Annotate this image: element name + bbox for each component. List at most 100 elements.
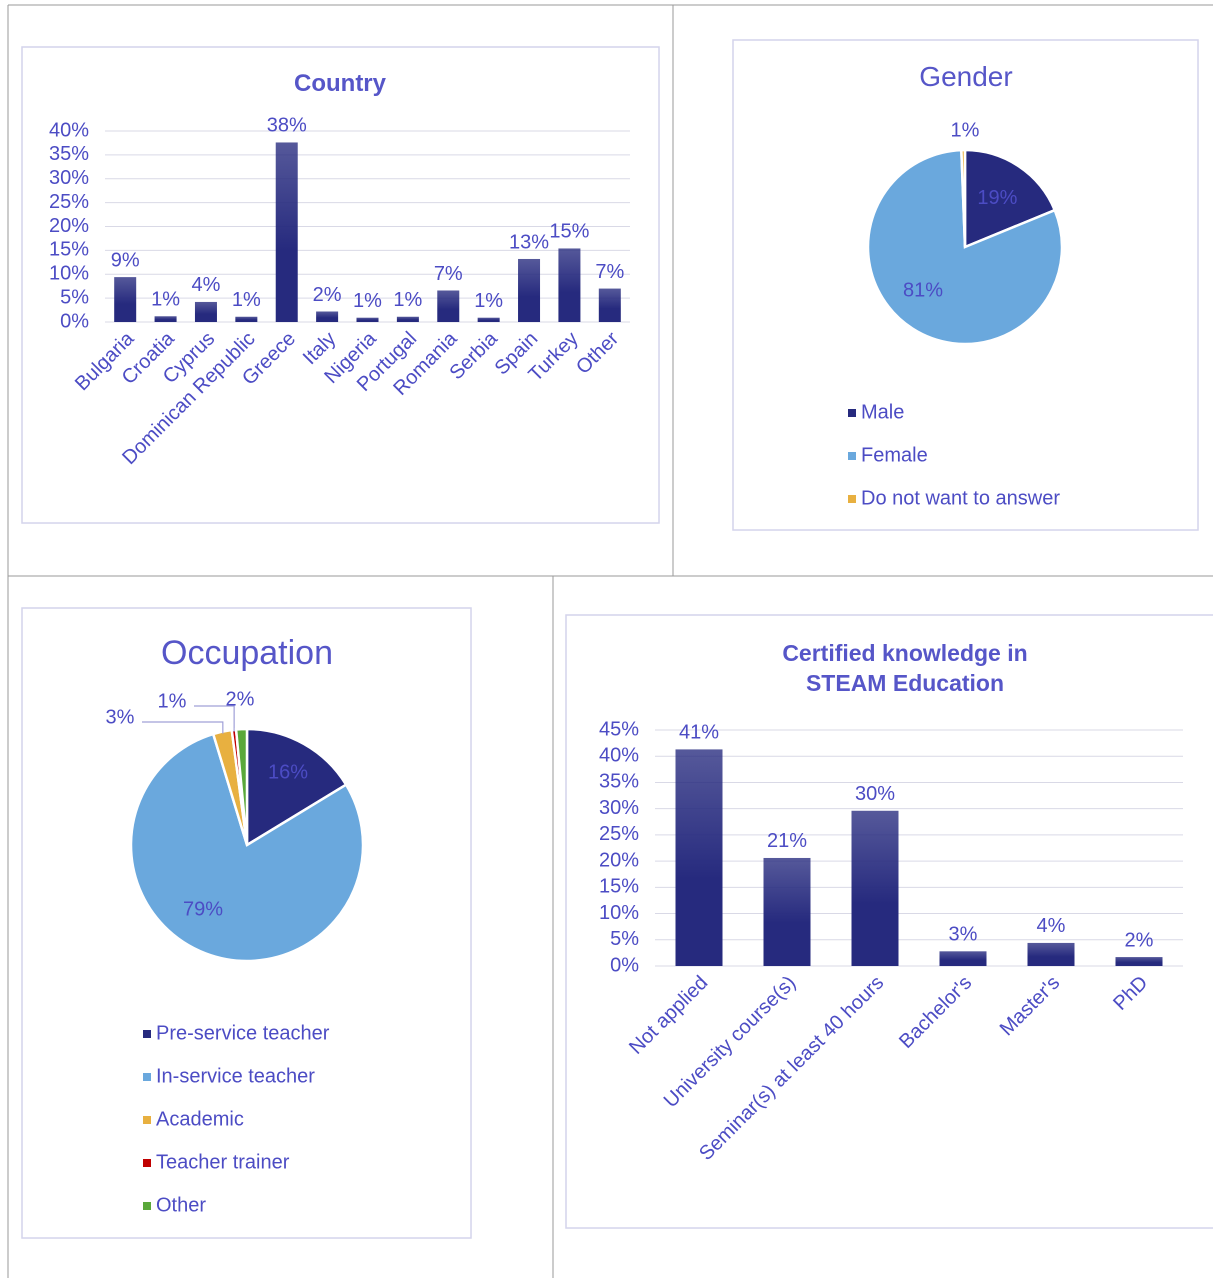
bar bbox=[275, 142, 298, 322]
y-tick-label: 5% bbox=[610, 928, 639, 950]
data-label: 19% bbox=[977, 187, 1017, 209]
data-label: 7% bbox=[434, 263, 463, 285]
y-tick-label: 10% bbox=[599, 902, 639, 924]
data-label: 1% bbox=[353, 290, 382, 312]
data-label: 4% bbox=[1037, 915, 1066, 937]
legend-swatch bbox=[143, 1159, 151, 1167]
chart-frames bbox=[21, 39, 1213, 1239]
legend-swatch bbox=[143, 1030, 151, 1038]
legend-label: In-service teacher bbox=[156, 1065, 315, 1087]
bar bbox=[356, 317, 379, 322]
pie-slice bbox=[129, 732, 365, 963]
y-tick-label: 15% bbox=[49, 239, 89, 261]
y-tick-label: 35% bbox=[49, 143, 89, 165]
pie-slice bbox=[866, 148, 1064, 346]
bar bbox=[558, 248, 581, 322]
data-label: 3% bbox=[949, 924, 978, 946]
y-tick-label: 20% bbox=[599, 849, 639, 871]
data-label: 1% bbox=[151, 289, 180, 311]
chart-title: Country bbox=[294, 70, 386, 97]
data-label: 38% bbox=[267, 115, 307, 137]
data-label: 1% bbox=[232, 289, 261, 311]
legend-label: Teacher trainer bbox=[156, 1151, 290, 1173]
legend-label: Do not want to answer bbox=[861, 487, 1060, 509]
legend-label: Other bbox=[156, 1194, 206, 1216]
data-label: 1% bbox=[158, 690, 187, 712]
y-tick-label: 40% bbox=[599, 745, 639, 767]
legend-swatch bbox=[143, 1202, 151, 1210]
y-tick-label: 15% bbox=[599, 876, 639, 898]
leader-line bbox=[194, 705, 235, 732]
bar bbox=[235, 316, 258, 322]
bar bbox=[1027, 942, 1075, 966]
bar bbox=[851, 810, 899, 966]
data-label: 1% bbox=[951, 119, 980, 141]
bar bbox=[114, 277, 137, 322]
bar bbox=[518, 258, 541, 322]
y-tick-label: 20% bbox=[49, 215, 89, 237]
pie-slice bbox=[234, 727, 249, 846]
data-label: 1% bbox=[474, 290, 503, 312]
legend-label: Pre-service teacher bbox=[156, 1022, 330, 1044]
y-tick-label: 5% bbox=[60, 286, 89, 308]
x-tick-label: Serbia bbox=[445, 327, 502, 384]
data-label: 7% bbox=[595, 261, 624, 283]
data-label: 13% bbox=[509, 231, 549, 253]
data-label: 4% bbox=[192, 274, 221, 296]
legend-swatch bbox=[143, 1073, 151, 1081]
data-label: 1% bbox=[393, 289, 422, 311]
y-tick-label: 0% bbox=[610, 954, 639, 976]
bar bbox=[154, 316, 177, 322]
data-label: 2% bbox=[313, 284, 342, 306]
bar bbox=[477, 317, 500, 322]
legend-label: Male bbox=[861, 401, 904, 423]
legend-swatch bbox=[143, 1116, 151, 1124]
bar bbox=[598, 288, 621, 322]
legend-swatch bbox=[848, 495, 856, 503]
y-tick-label: 30% bbox=[49, 167, 89, 189]
legend-swatch bbox=[848, 452, 856, 460]
pie-slice bbox=[960, 148, 967, 248]
legend-swatch bbox=[848, 409, 856, 417]
table-lines bbox=[7, 4, 1213, 1278]
chart-title: Certified knowledge in STEAM Education bbox=[782, 640, 1028, 696]
data-label: 15% bbox=[549, 221, 589, 243]
x-tick-label: PhD bbox=[1109, 972, 1152, 1015]
bar bbox=[1115, 957, 1163, 966]
data-label: 21% bbox=[767, 830, 807, 852]
data-label: 30% bbox=[855, 783, 895, 805]
pie-slice bbox=[245, 727, 348, 848]
y-tick-label: 10% bbox=[49, 263, 89, 285]
chart-title: Occupation bbox=[161, 634, 333, 672]
y-tick-label: 25% bbox=[49, 191, 89, 213]
legend-label: Academic bbox=[156, 1108, 244, 1130]
data-label: 79% bbox=[183, 898, 223, 920]
bar bbox=[316, 311, 339, 322]
x-tick-label: Other bbox=[572, 327, 623, 378]
y-tick-label: 30% bbox=[599, 797, 639, 819]
data-label: 9% bbox=[111, 249, 140, 271]
bar bbox=[396, 316, 419, 322]
legend-label: Female bbox=[861, 444, 928, 466]
data-label: 2% bbox=[1125, 929, 1154, 951]
data-label: 16% bbox=[268, 761, 308, 783]
data-label: 2% bbox=[226, 688, 255, 710]
x-tick-label: Seminar(s) at least 40 hours bbox=[695, 972, 888, 1165]
y-tick-label: 25% bbox=[599, 823, 639, 845]
pie-slice bbox=[963, 148, 1057, 249]
y-tick-label: 0% bbox=[60, 310, 89, 332]
x-tick-label: Master's bbox=[996, 972, 1065, 1041]
data-label: 41% bbox=[679, 722, 719, 744]
y-tick-label: 45% bbox=[599, 718, 639, 740]
data-label: 81% bbox=[903, 279, 943, 301]
x-tick-label: Not applied bbox=[625, 972, 712, 1059]
y-tick-label: 40% bbox=[49, 119, 89, 141]
bar bbox=[763, 857, 811, 966]
data-label: 3% bbox=[106, 706, 135, 728]
leader-line bbox=[142, 721, 224, 734]
chart-title: Gender bbox=[919, 61, 1013, 92]
bar bbox=[194, 301, 217, 322]
bar bbox=[939, 951, 987, 966]
